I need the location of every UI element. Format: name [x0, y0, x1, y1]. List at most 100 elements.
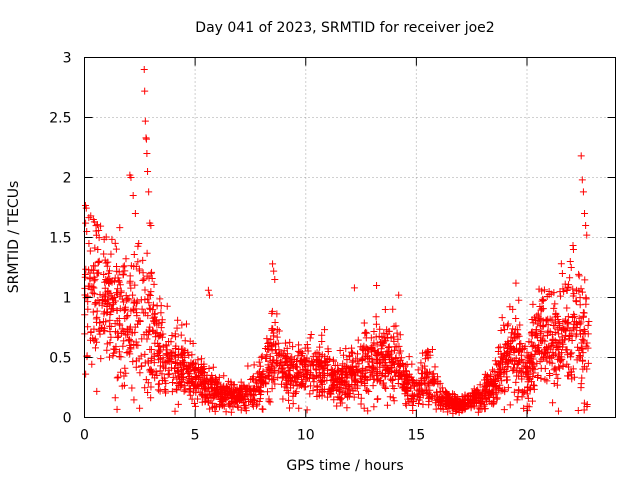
data-point: [309, 387, 317, 395]
data-point: [154, 380, 162, 388]
data-point: [122, 255, 130, 263]
data-point: [336, 347, 344, 355]
y-tick-label: 1: [63, 291, 72, 307]
data-point: [273, 333, 281, 341]
data-point: [112, 245, 120, 253]
data-point: [108, 305, 116, 313]
data-point: [275, 367, 283, 375]
data-point: [330, 396, 338, 404]
data-point: [91, 344, 99, 352]
data-point: [402, 367, 410, 375]
data-point: [139, 277, 147, 285]
data-point: [386, 375, 394, 383]
data-point: [280, 347, 288, 355]
data-point: [561, 280, 569, 288]
data-point: [271, 380, 279, 388]
data-point: [510, 364, 518, 372]
data-point: [359, 356, 367, 364]
data-point: [139, 269, 147, 277]
data-point: [116, 224, 124, 232]
data-point: [415, 381, 423, 389]
data-point: [576, 301, 584, 309]
data-point: [300, 360, 308, 368]
data-point: [283, 354, 291, 362]
data-point: [147, 394, 155, 402]
data-point: [343, 372, 351, 380]
data-point: [257, 353, 265, 361]
data-point: [407, 384, 415, 392]
data-point: [558, 270, 566, 277]
data-point: [335, 366, 343, 374]
data-point: [369, 358, 377, 366]
data-point: [322, 358, 330, 366]
data-point: [378, 370, 386, 378]
data-point: [518, 375, 526, 383]
data-point: [556, 364, 564, 372]
data-point: [193, 373, 201, 381]
data-point: [306, 374, 314, 382]
data-point: [490, 383, 498, 391]
data-point: [568, 349, 576, 357]
data-point: [552, 311, 560, 319]
data-point: [535, 347, 543, 355]
data-point: [491, 357, 499, 365]
data-point: [420, 378, 428, 386]
data-point: [178, 321, 186, 329]
data-point: [576, 294, 584, 302]
data-point: [134, 341, 142, 349]
data-point: [370, 327, 378, 335]
data-point: [132, 363, 140, 371]
data-point: [483, 382, 491, 390]
data-point: [144, 168, 152, 175]
data-point: [511, 334, 519, 342]
data-point: [206, 291, 214, 299]
data-point: [313, 382, 321, 390]
data-point: [286, 355, 294, 363]
data-point: [301, 344, 309, 352]
data-point: [91, 244, 99, 252]
data-point: [537, 306, 545, 314]
data-point: [570, 320, 578, 328]
data-point: [201, 385, 209, 393]
data-point: [114, 373, 122, 381]
data-point: [428, 346, 436, 354]
data-point: [186, 337, 194, 345]
data-point: [390, 337, 398, 345]
data-point: [363, 329, 371, 337]
data-point: [111, 239, 119, 247]
data-point: [174, 316, 182, 324]
data-point: [117, 353, 125, 361]
data-point: [524, 384, 532, 392]
data-point: [402, 367, 410, 375]
data-point: [577, 384, 585, 392]
data-point: [561, 325, 569, 333]
data-point: [385, 343, 393, 351]
data-point: [479, 386, 487, 394]
data-point: [130, 306, 138, 314]
data-point: [126, 277, 134, 285]
data-point: [265, 372, 273, 380]
data-point: [463, 402, 471, 410]
data-point: [150, 280, 158, 288]
data-point: [515, 332, 523, 340]
data-point: [337, 379, 345, 387]
data-point: [94, 246, 102, 253]
data-point: [566, 258, 574, 266]
data-point: [396, 331, 404, 339]
data-point: [548, 331, 556, 339]
data-point: [295, 382, 303, 390]
data-point: [437, 405, 445, 413]
x-tick-label: 5: [191, 428, 200, 444]
data-point: [103, 346, 111, 354]
data-point: [565, 281, 573, 289]
data-point: [525, 351, 533, 359]
data-point: [253, 384, 261, 392]
data-point: [145, 274, 153, 282]
data-point: [265, 339, 273, 347]
data-point: [545, 288, 553, 295]
data-point: [242, 385, 250, 393]
data-point: [107, 323, 115, 331]
data-point: [153, 329, 161, 337]
data-point: [433, 388, 441, 396]
data-point: [82, 370, 90, 378]
